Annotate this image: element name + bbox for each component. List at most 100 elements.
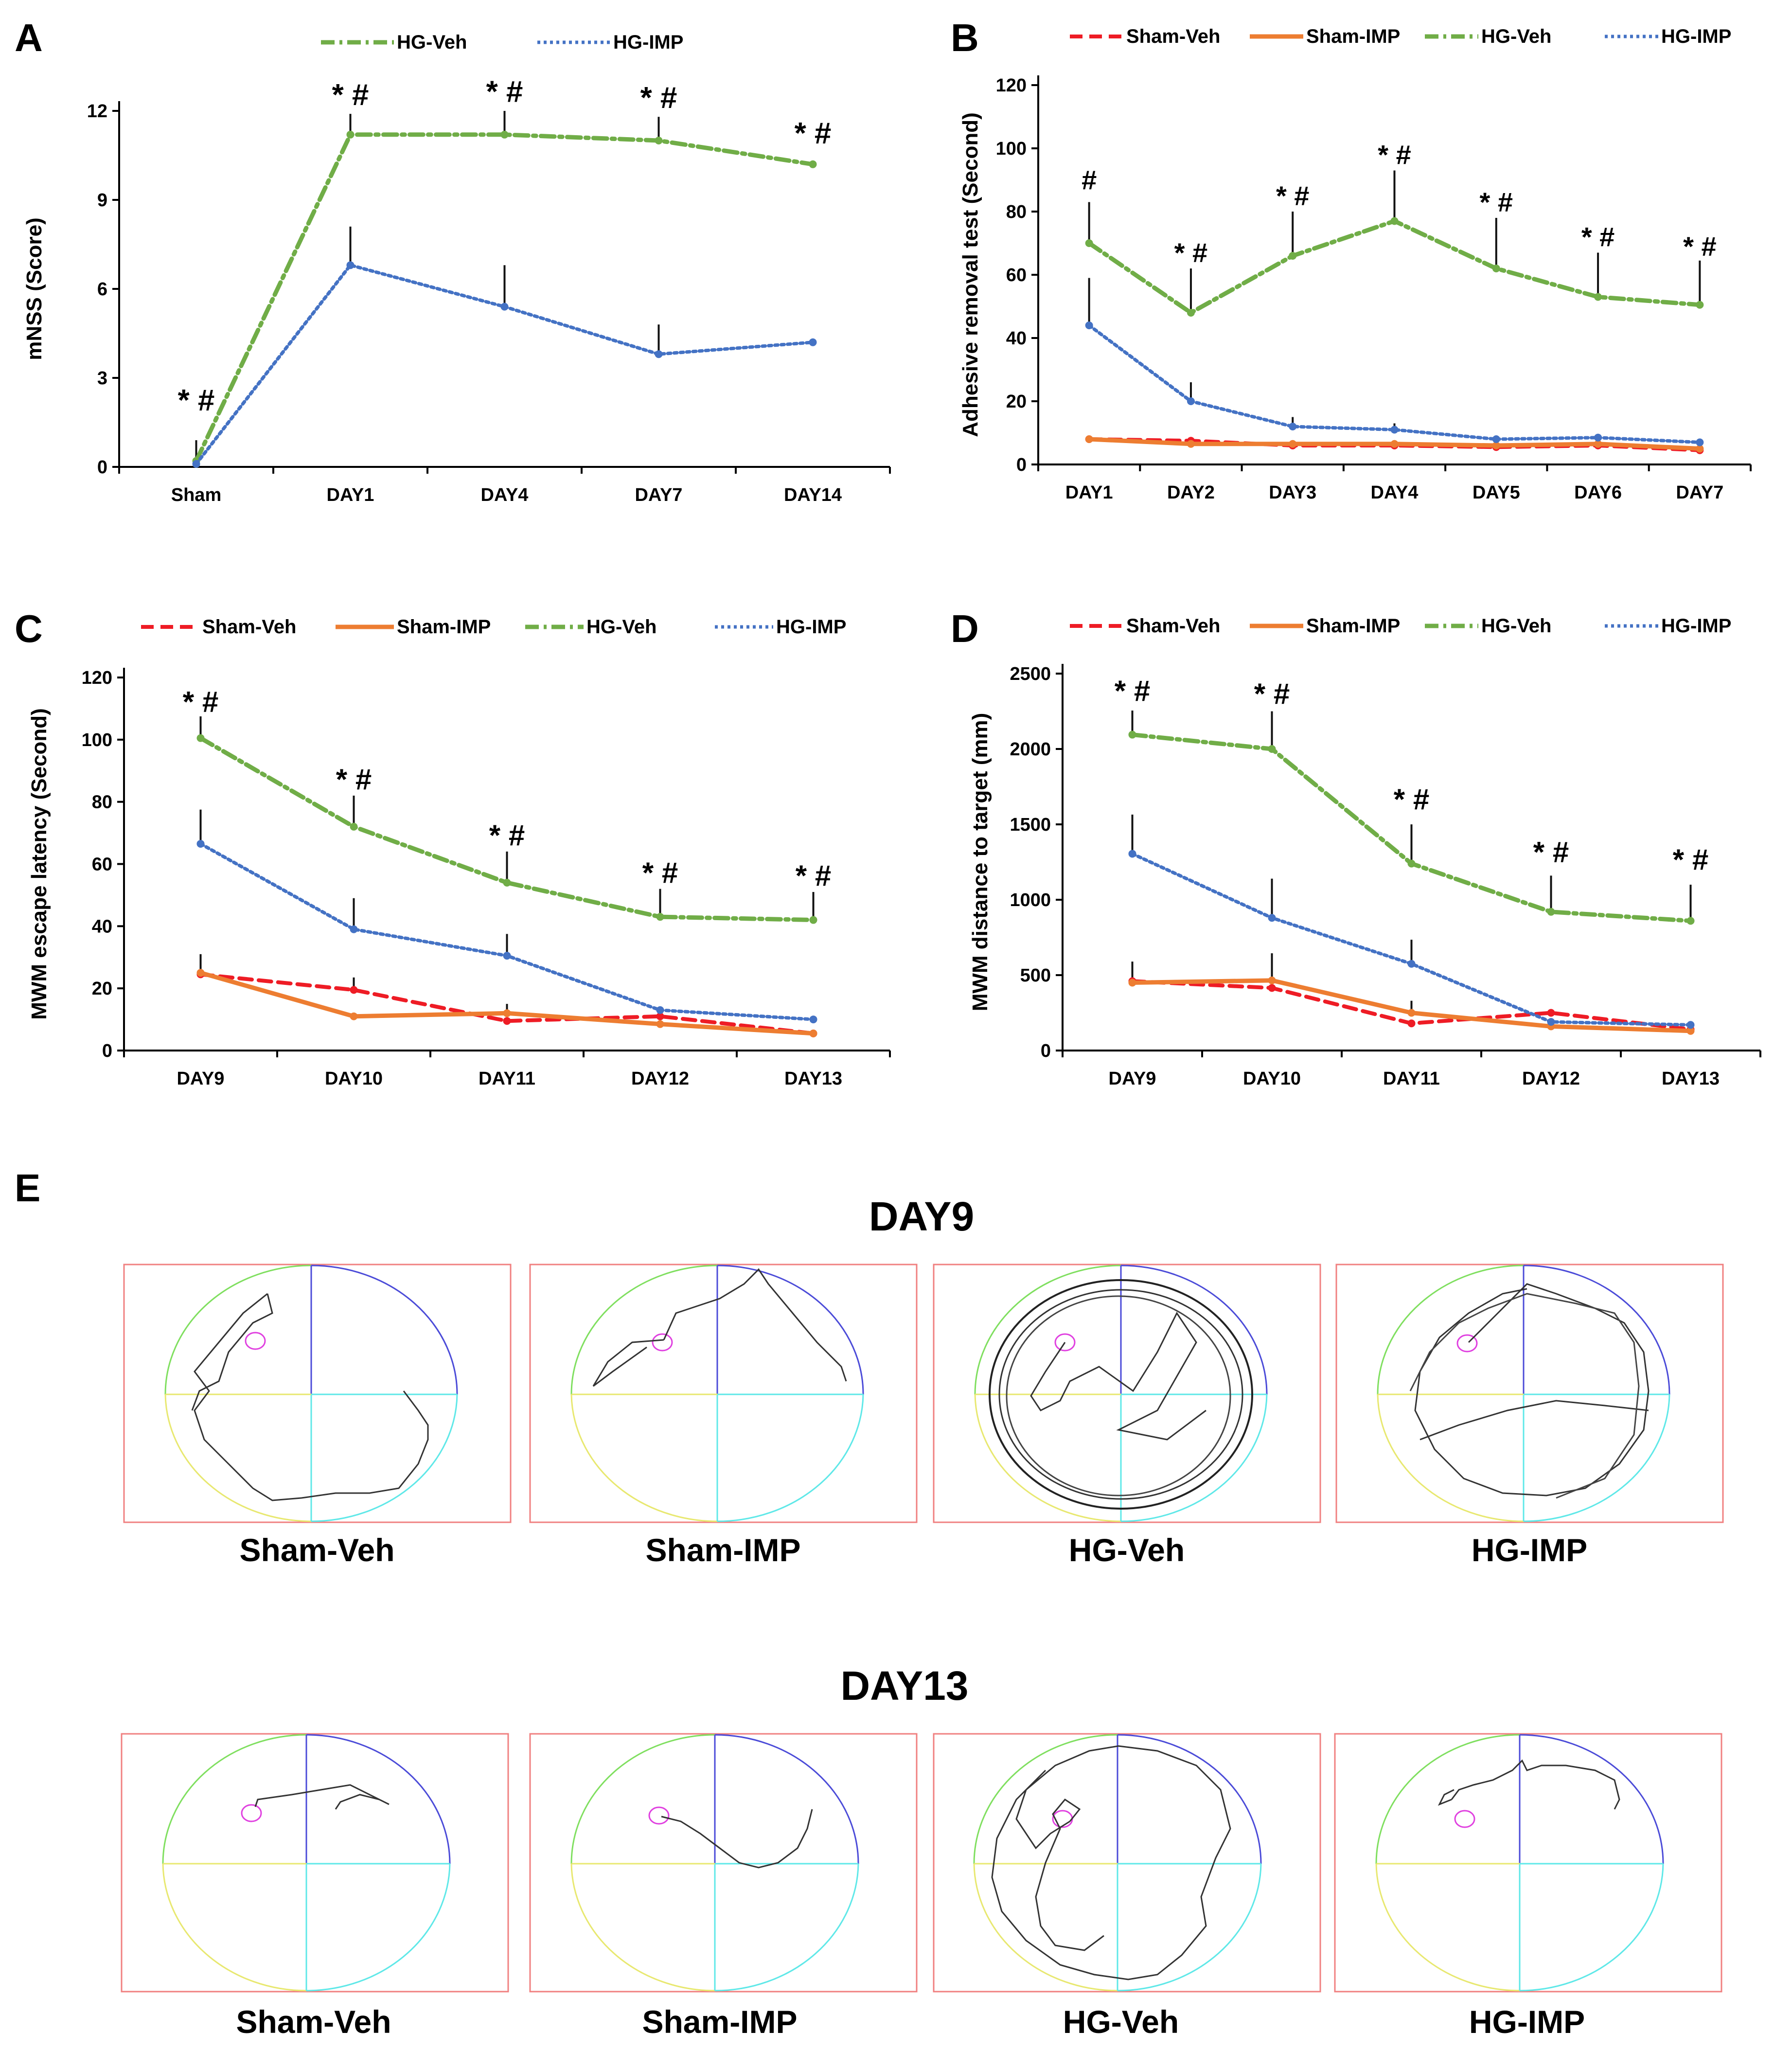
data-point-hg-veh — [503, 878, 511, 887]
y-tick-label: 0 — [97, 457, 107, 478]
significance-marker: * # — [1254, 677, 1290, 710]
x-tick-label: Sham — [171, 485, 221, 505]
y-tick-label: 6 — [97, 279, 107, 300]
data-point-hg-imp — [1492, 435, 1500, 443]
x-tick-label: DAY10 — [325, 1069, 383, 1089]
row-title-day13: DAY13 — [840, 1663, 968, 1709]
data-point-hg-veh — [1128, 731, 1136, 739]
track-label-day9-hg-imp: HG-IMP — [1472, 1532, 1587, 1568]
legend-label-hg-veh: HG-Veh — [397, 32, 467, 53]
panel-label-e: E — [15, 1166, 40, 1210]
data-point-sham-imp — [1268, 976, 1276, 984]
data-point-sham-imp — [1686, 1027, 1695, 1035]
data-point-sham-imp — [1289, 440, 1297, 448]
data-point-hg-imp — [1128, 850, 1136, 858]
x-tick-label: DAY13 — [1662, 1069, 1720, 1089]
data-point-hg-veh — [1390, 217, 1399, 225]
y-tick-label: 80 — [1006, 202, 1027, 222]
y-tick-label: 0 — [1041, 1041, 1051, 1061]
data-point-hg-veh — [346, 130, 355, 139]
legend-label-hg-imp: HG-IMP — [613, 32, 683, 53]
track-box-day9-sham-veh — [123, 1264, 512, 1523]
track-label-day9-sham-veh: Sham-Veh — [239, 1532, 394, 1568]
significance-marker: * # — [332, 78, 369, 112]
x-tick-label: DAY12 — [631, 1069, 689, 1089]
track-box-day13-sham-imp — [529, 1733, 918, 1993]
legend-label-hg-veh: HG-Veh — [586, 616, 656, 638]
y-tick-label: 0 — [102, 1041, 112, 1061]
data-point-hg-imp — [500, 303, 509, 311]
panel-label-a: A — [15, 16, 43, 59]
data-point-sham-imp — [1492, 442, 1500, 449]
y-axis-label-c: MWM escape latency (Second) — [27, 708, 51, 1020]
significance-marker: * # — [336, 763, 372, 796]
data-point-sham-imp — [809, 1029, 817, 1037]
panel-c: C 0 20 40 60 80 100 120 DAY9 DAY10 DAY11 DAY12 DAY1… — [15, 607, 891, 1089]
x-tick-label: DAY1 — [327, 485, 374, 505]
panel-e: E DAY9 DAY13 — [15, 1166, 1724, 2040]
data-point-hg-veh — [196, 734, 205, 742]
panel-label-b: B — [951, 16, 979, 59]
y-tick-label: 120 — [996, 75, 1027, 96]
x-tick-label: DAY7 — [1676, 482, 1723, 503]
panel-a: A 0 3 6 9 12 Sham DAY1 DAY4 DAY7 DAY14 mNSS (Score… — [15, 16, 891, 505]
x-tick-label: DAY9 — [1109, 1069, 1156, 1089]
data-point-hg-imp — [1187, 397, 1195, 405]
x-tick-label: DAY14 — [784, 485, 842, 505]
data-point-hg-veh — [1289, 252, 1297, 260]
y-axis-label-d: MWM distance to target (mm) — [968, 713, 992, 1012]
data-point-hg-imp — [192, 460, 200, 468]
data-point-hg-imp — [1686, 1021, 1695, 1029]
y-tick-label: 120 — [82, 668, 112, 688]
data-point-hg-imp — [655, 350, 663, 358]
y-tick-label: 2000 — [1010, 739, 1051, 760]
data-point-hg-imp — [503, 952, 511, 960]
significance-marker: * # — [1174, 237, 1208, 268]
y-tick-label: 60 — [1006, 265, 1027, 285]
panel-label-d: D — [951, 607, 979, 650]
significance-marker: * # — [178, 384, 215, 417]
data-point-sham-imp — [1085, 435, 1093, 443]
x-tick-label: DAY11 — [479, 1069, 535, 1089]
y-tick-label: 3 — [97, 368, 107, 389]
x-tick-label: DAY10 — [1243, 1069, 1301, 1089]
data-point-sham-veh — [1407, 1019, 1416, 1028]
legend-label-hg-imp: HG-IMP — [1661, 26, 1731, 47]
panel-b: B 0 20 40 60 80 100 120 DAY1 DAY2 DAY3 DAY4 DAY5 DAY… — [951, 16, 1752, 503]
legend-label-sham-imp: Sham-IMP — [1306, 26, 1400, 47]
legend-label-hg-imp: HG-IMP — [776, 616, 846, 638]
data-point-sham-veh — [1268, 984, 1276, 992]
data-point-sham-veh — [350, 986, 358, 994]
significance-marker: * # — [1378, 140, 1411, 170]
data-point-hg-imp — [1390, 426, 1399, 434]
data-point-hg-imp — [1594, 433, 1602, 442]
x-tick-label: DAY12 — [1522, 1069, 1580, 1089]
data-point-sham-imp — [1187, 440, 1195, 448]
data-point-hg-imp — [350, 925, 358, 933]
data-point-hg-veh — [350, 822, 358, 831]
y-tick-label: 80 — [92, 792, 112, 813]
legend-label-sham-veh: Sham-Veh — [1126, 26, 1220, 47]
y-tick-label: 9 — [97, 190, 107, 211]
data-point-hg-veh — [500, 130, 509, 139]
data-point-hg-imp — [1696, 438, 1704, 446]
y-tick-label: 40 — [92, 916, 112, 937]
x-tick-label: DAY9 — [177, 1069, 225, 1089]
x-tick-label: DAY4 — [1371, 482, 1419, 503]
data-point-hg-imp — [346, 261, 355, 269]
significance-marker: * # — [1394, 783, 1429, 816]
data-point-hg-veh — [1547, 908, 1555, 916]
significance-marker: * # — [489, 819, 525, 852]
x-tick-label: DAY1 — [1065, 482, 1113, 503]
track-box-day9-hg-imp — [1335, 1264, 1724, 1523]
significance-marker: * # — [486, 75, 523, 109]
significance-marker: * # — [640, 81, 677, 115]
data-point-hg-veh — [655, 137, 663, 144]
y-tick-label: 100 — [996, 139, 1027, 159]
data-point-sham-imp — [1594, 440, 1602, 448]
significance-marker: # — [1082, 165, 1097, 196]
significance-marker: * # — [1581, 222, 1615, 252]
data-point-sham-veh — [503, 1017, 511, 1025]
series-line-hg-veh — [194, 132, 815, 463]
